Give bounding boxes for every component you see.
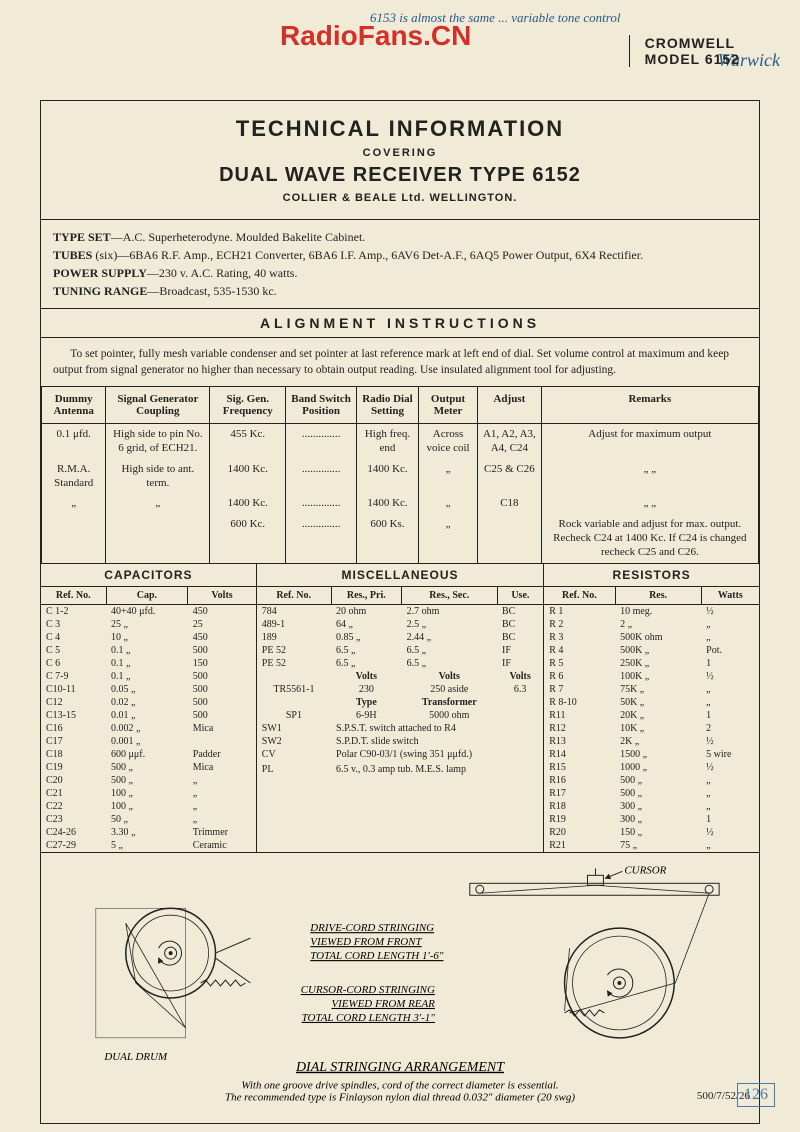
brand-name: CROMWELL [645,35,740,51]
title-block: TECHNICAL INFORMATION COVERING DUAL WAVE… [41,101,759,220]
svg-text:VIEWED FROM FRONT: VIEWED FROM FRONT [310,936,422,948]
watermark-text: RadioFans.CN [280,20,471,52]
model-number: MODEL 6152 [645,51,740,67]
resistors-column: RESISTORS Ref. No.Res.WattsR 110 meg.½R … [543,564,759,852]
misc-column: MISCELLANEOUS Ref. No.Res., Pri.Res., Se… [256,564,543,852]
resistors-heading: RESISTORS [544,564,759,587]
tuning-value: Broadcast, 535-1530 kc. [159,284,276,298]
svg-text:CURSOR: CURSOR [624,864,666,876]
svg-text:The recommended type is Finlay: The recommended type is Finlayson nylon … [225,1091,575,1103]
tubes-value: (six)—6BA6 R.F. Amp., ECH21 Converter, 6… [95,248,643,262]
alignment-heading: ALIGNMENT INSTRUCTIONS [41,309,759,338]
svg-text:DIAL STRINGING ARRANGEMENT: DIAL STRINGING ARRANGEMENT [295,1059,505,1074]
capacitors-column: CAPACITORS Ref. No.Cap.VoltsC 1-240+40 μ… [41,564,256,852]
svg-text:VIEWED FROM REAR: VIEWED FROM REAR [331,998,435,1010]
subtitle: DUAL WAVE RECEIVER TYPE 6152 [51,164,749,187]
parts-row: CAPACITORS Ref. No.Cap.VoltsC 1-240+40 μ… [41,564,759,853]
alignment-table: Dummy AntennaSignal Generator CouplingSi… [41,386,759,563]
covering-label: COVERING [51,147,749,159]
misc-heading: MISCELLANEOUS [257,564,543,587]
main-title: TECHNICAL INFORMATION [51,116,749,142]
alignment-instructions: To set pointer, fully mesh variable cond… [41,338,759,386]
page-number: 126 [737,1083,775,1107]
type-set-value: A.C. Superheterodyne. Moulded Bakelite C… [123,230,366,244]
power-value: 230 v. A.C. Rating, 40 watts. [159,266,298,280]
company-name: COLLIER & BEALE Ltd. WELLINGTON. [51,192,749,204]
capacitors-heading: CAPACITORS [41,564,256,587]
svg-text:TOTAL CORD LENGTH 3'-1": TOTAL CORD LENGTH 3'-1" [302,1011,436,1023]
dual-drum-label: DUAL DRUM [103,1050,168,1062]
drive-cord-label: DRIVE-CORD STRINGING [309,922,434,934]
header-right: CROMWELL MODEL 6152 [629,35,740,67]
svg-text:CURSOR-CORD STRINGING: CURSOR-CORD STRINGING [301,984,435,996]
specifications-block: TYPE SET—A.C. Superheterodyne. Moulded B… [41,220,759,309]
svg-text:TOTAL CORD LENGTH 1'-6": TOTAL CORD LENGTH 1'-6" [310,950,444,962]
main-content-box: TECHNICAL INFORMATION COVERING DUAL WAVE… [40,100,760,1124]
svg-text:With one groove drive spindles: With one groove drive spindles, cord of … [241,1079,558,1091]
diagram-block: DUAL DRUM DRIVE-CORD STRINGING VIEWED FR… [41,853,759,1123]
